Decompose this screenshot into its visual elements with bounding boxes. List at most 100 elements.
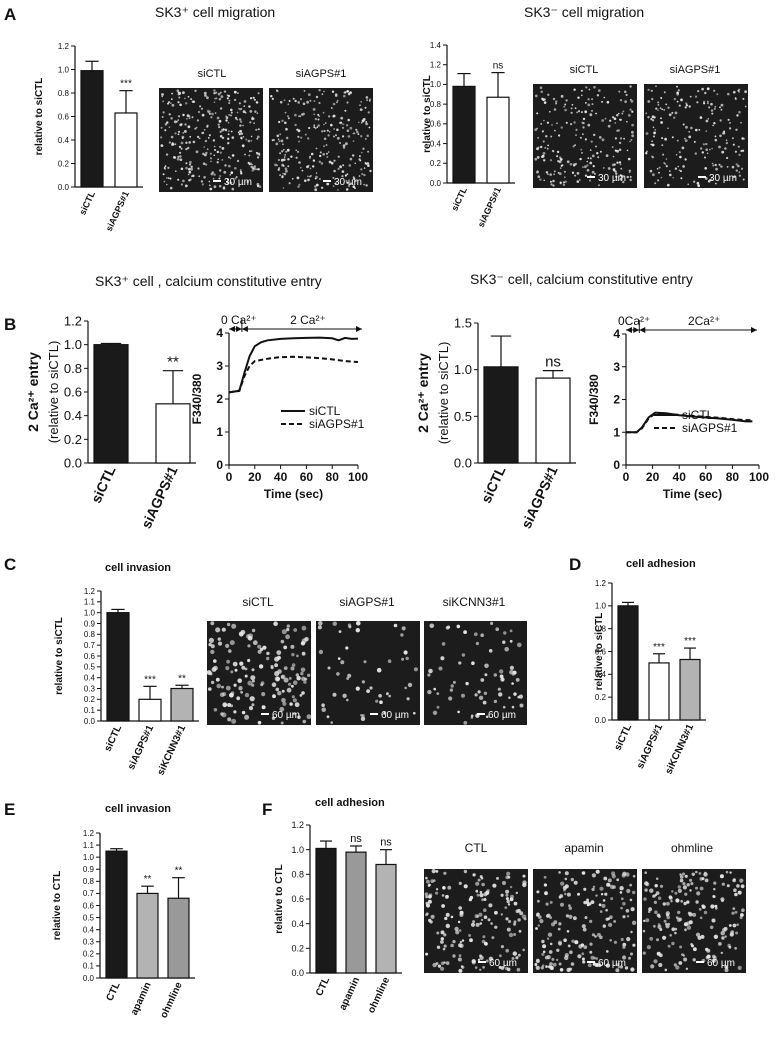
cell-dot [591,887,595,892]
y-tick-label: 0.2 [83,950,95,959]
cell-dot [612,885,616,889]
cell-dot [519,703,524,708]
cell-dot [570,107,573,110]
image-label-f-1: CTL [465,841,488,855]
cell-dot [333,159,336,162]
image-label-a-left-1: siCTL [198,68,227,80]
cell-dot [564,176,566,178]
y-axis-label: 2 Ca²⁺ entry [25,352,41,432]
cell-dot [345,646,349,650]
cell-dot [258,152,261,155]
y-tick-label: 0.8 [83,877,95,886]
cell-dot [313,124,316,126]
cell-dot [251,628,256,633]
cell-dot [309,155,311,158]
cell-dot [556,150,560,154]
cell-dot [536,890,540,894]
cell-dot [452,954,456,958]
cell-dot [582,126,585,129]
cell-dot [216,683,221,689]
cell-dot [352,140,355,142]
cell-dot [252,640,258,646]
category-label: CTL [314,976,332,998]
cell-dot [663,109,666,111]
cell-dot [560,881,565,886]
cell-dot [593,85,596,89]
cell-dot [442,947,446,951]
bar-chart-b1: 0.00.20.40.60.81.01.22 Ca²⁺ entry (relati… [25,314,196,531]
cell-dot [196,119,199,122]
cell-dot [460,965,464,968]
cell-dot [606,950,609,953]
cell-dot [663,91,666,94]
cell-dot [618,90,621,93]
cell-dot [609,939,612,942]
cell-dot [211,112,214,116]
y-tick-label: 0.8 [84,630,96,639]
bar [617,605,639,721]
cell-dot [657,109,659,111]
cell-dot [651,156,655,159]
cell-dot [727,118,730,121]
cell-dot [574,940,579,945]
cell-dot [513,920,517,924]
cell-dot [551,957,555,961]
cell-dot [742,97,745,100]
cell-dot [249,97,253,100]
cell-dot [167,177,170,180]
cell-dot [278,167,281,170]
cell-dot [358,158,361,161]
cell-dot [551,124,553,126]
cell-dot [497,687,501,691]
y-tick-label: 0.4 [83,925,95,934]
cell-dot [169,102,172,104]
y-tick-label: 0.0 [595,716,607,725]
cell-dot [248,105,251,108]
cell-dot [224,128,228,132]
cell-dot [549,916,553,919]
cell-dot [650,964,655,969]
cell-dot [569,162,573,166]
cell-dot [674,111,678,115]
cell-dot [595,112,597,115]
micrograph-background [533,869,637,973]
cell-dot [543,98,546,101]
cell-dot [286,624,290,628]
cell-dot [279,174,282,177]
category-label: ohmline [159,980,185,1020]
cell-dot [301,676,306,681]
y-tick-label: 1.0 [595,602,607,611]
category-label: siCTL [103,724,125,754]
cell-dot [236,111,239,114]
y-axis-label-secondary: (relative to siCTL) [436,342,451,445]
cell-dot [706,152,709,155]
cell-dot [186,118,188,120]
cell-dot [189,178,192,181]
cell-dot [607,878,612,883]
cell-dot [208,180,211,183]
cell-dot [472,920,476,924]
cell-dot [522,882,527,888]
micrograph-background [207,621,311,725]
cell-dot [660,97,663,99]
cell-dot [556,958,559,962]
cell-dot [241,665,246,670]
cell-dot [221,685,224,689]
cell-dot [198,137,201,140]
cell-dot [300,641,306,646]
cell-dot [546,937,550,940]
cell-dot [218,98,222,101]
cell-dot [564,103,567,106]
cell-dot [488,903,493,908]
x-tick-label: 80 [726,470,740,484]
cell-dot [231,187,235,191]
y-tick-label: 1.2 [83,829,95,838]
cell-dot [537,146,540,149]
cell-dot [579,179,581,181]
cell-dot [199,105,202,108]
cell-dot [169,177,172,180]
cell-dot [705,119,709,123]
cell-dot [581,957,585,961]
cell-dot [166,121,169,124]
